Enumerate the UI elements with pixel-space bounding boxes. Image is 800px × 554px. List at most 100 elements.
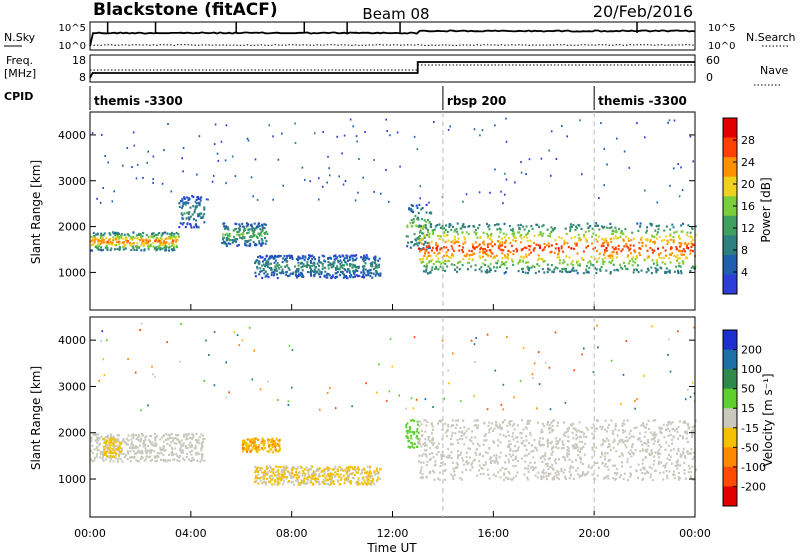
velocity-echo-cell <box>499 441 502 444</box>
velocity-echo-cell <box>408 430 411 434</box>
velocity-echo-cell <box>460 451 463 454</box>
power-echo-cell <box>310 269 312 272</box>
velocity-echo-cell <box>136 436 139 439</box>
velocity-echo-cell <box>116 434 119 437</box>
power-echo-cell <box>687 247 690 250</box>
velocity-echo-cell <box>478 469 480 472</box>
velocity-echo-cell <box>568 426 570 429</box>
power-echo-cell <box>171 237 174 240</box>
power-echo-cell <box>529 251 532 254</box>
power-echo-cell <box>677 234 680 237</box>
velocity-echo-cell <box>328 483 331 486</box>
power-echo-cell <box>129 242 132 245</box>
velocity-echo-cell <box>198 452 201 455</box>
velocity-echo-cell <box>409 428 412 431</box>
velocity-echo-cell <box>621 422 624 425</box>
velocity-echo-cell <box>271 443 274 446</box>
velocity-echo-cell <box>602 438 605 441</box>
power-echo-cell <box>343 257 346 260</box>
power-echo-cell <box>247 139 250 142</box>
power-echo-cell <box>225 124 228 127</box>
power-echo-cell <box>328 274 331 277</box>
velocity-echo-cell <box>413 336 416 339</box>
velocity-echo-cell <box>604 440 607 443</box>
velocity-echo-cell <box>188 443 191 447</box>
velocity-echo-cell <box>410 434 413 437</box>
power-echo-cell <box>345 276 348 279</box>
power-echo-cell <box>96 244 99 247</box>
velocity-echo-cell <box>682 450 685 453</box>
power-echo-cell <box>196 173 198 176</box>
velocity-echo-cell <box>365 382 367 385</box>
velocity-echo-cell <box>277 481 279 484</box>
power-echo-cell <box>251 235 254 239</box>
velocity-echo-cell <box>666 477 669 480</box>
power-echo-cell <box>99 248 102 251</box>
velocity-echo-cell <box>666 474 668 477</box>
power-echo-cell <box>421 225 424 228</box>
power-echo-cell <box>555 242 558 246</box>
velocity-echo-cell <box>687 471 690 474</box>
power-echo-cell <box>507 254 509 257</box>
power-echo-cell <box>687 224 690 227</box>
velocity-echo-cell <box>171 451 173 454</box>
power-echo-cell <box>406 225 409 228</box>
power-echo-cell <box>355 257 358 260</box>
power-echo-cell <box>548 268 551 271</box>
velocity-echo-cell <box>105 446 108 449</box>
power-echo-cell <box>496 266 499 269</box>
power-echo-cell <box>109 233 112 236</box>
power-echo-cell <box>225 232 228 235</box>
velocity-echo-cell <box>642 449 645 452</box>
power-echo-cell <box>609 256 612 259</box>
y-tick-label: 1000 <box>58 473 86 486</box>
power-echo-cell <box>175 240 177 243</box>
velocity-echo-cell <box>458 430 461 433</box>
power-echo-cell <box>574 228 577 231</box>
power-echo-cell <box>260 231 263 234</box>
power-echo-cell <box>512 249 515 253</box>
power-echo-cell <box>646 256 649 260</box>
power-echo-cell <box>619 231 622 234</box>
power-echo-cell <box>512 263 515 266</box>
power-echo-cell <box>656 268 659 271</box>
velocity-echo-cell <box>538 443 541 446</box>
velocity-echo-cell <box>486 408 489 411</box>
power-echo-cell <box>181 206 183 210</box>
velocity-echo-cell <box>242 450 245 453</box>
power-echo-cell <box>684 250 686 253</box>
power-echo-cell <box>497 223 500 226</box>
velocity-echo-cell <box>134 446 137 449</box>
velocity-echo-cell <box>433 442 436 445</box>
power-echo-cell <box>475 246 478 249</box>
power-echo-cell <box>421 227 424 230</box>
velocity-echo-cell <box>350 472 353 475</box>
power-echo-cell <box>336 256 339 259</box>
velocity-echo-cell <box>624 443 627 446</box>
power-echo-cell <box>489 268 492 271</box>
velocity-echo-cell <box>679 453 682 456</box>
power-echo-cell <box>275 264 278 267</box>
velocity-echo-cell <box>319 408 321 411</box>
velocity-echo-cell <box>603 464 606 468</box>
velocity-echo-cell <box>143 440 145 443</box>
power-echo-cell <box>456 266 459 269</box>
power-echo-cell <box>237 227 240 230</box>
velocity-echo-cell <box>243 447 245 450</box>
power-echo-cell <box>482 262 485 265</box>
power-echo-cell <box>330 276 333 280</box>
power-echo-cell <box>142 241 145 245</box>
power-echo-cell <box>462 224 465 227</box>
power-echo-cell <box>247 231 250 234</box>
velocity-echo-cell <box>549 408 552 411</box>
velocity-echo-cell <box>201 434 204 437</box>
velocity-echo-cell <box>558 458 560 461</box>
velocity-echo-cell <box>460 434 463 437</box>
velocity-echo-cell <box>676 467 679 470</box>
power-echo-cell <box>550 226 553 229</box>
power-echo-cell <box>501 252 504 255</box>
velocity-echo-cell <box>135 459 138 462</box>
power-echo-cell <box>607 244 610 247</box>
velocity-echo-cell <box>483 421 486 424</box>
